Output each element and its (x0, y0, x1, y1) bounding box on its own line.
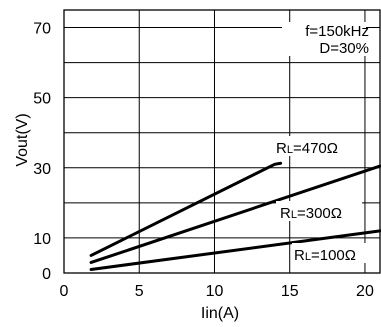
series-label-100: RL=100Ω (294, 247, 356, 264)
plot-frame (63, 9, 381, 274)
series-label-bg-100 (292, 243, 376, 263)
annotation-duty: D=30% (319, 40, 369, 57)
annotation-box (282, 22, 366, 56)
x-tick-labels: 0 5 10 15 20 (60, 283, 374, 300)
series-label-470: RL=470Ω (276, 140, 338, 157)
series-label-bg-300 (276, 201, 362, 221)
series-label-300: RL=300Ω (280, 205, 342, 222)
series-line-2 (89, 229, 381, 271)
y-tick-label: 50 (33, 91, 51, 108)
x-tick-label: 10 (206, 283, 224, 300)
y-tick-labels: 0 10 30 50 70 (33, 21, 51, 283)
y-tick-label: 70 (33, 21, 51, 38)
x-axis-label: Iin(A) (201, 305, 239, 322)
y-tick-label: 10 (33, 231, 51, 248)
series-label-bg-470 (274, 136, 356, 156)
y-tick-label: 30 (33, 161, 51, 178)
y-axis-label: Vout(V) (14, 113, 31, 166)
x-tick-label: 0 (60, 283, 69, 300)
series-line-0 (89, 161, 283, 257)
annotation-frequency: f=150kHz (305, 23, 369, 40)
x-tick-label: 15 (281, 283, 299, 300)
series-layer (89, 161, 381, 271)
series-line-1 (89, 164, 381, 264)
y-tick-label: 0 (42, 266, 51, 283)
x-tick-label: 5 (135, 283, 144, 300)
x-tick-label: 20 (356, 283, 374, 300)
